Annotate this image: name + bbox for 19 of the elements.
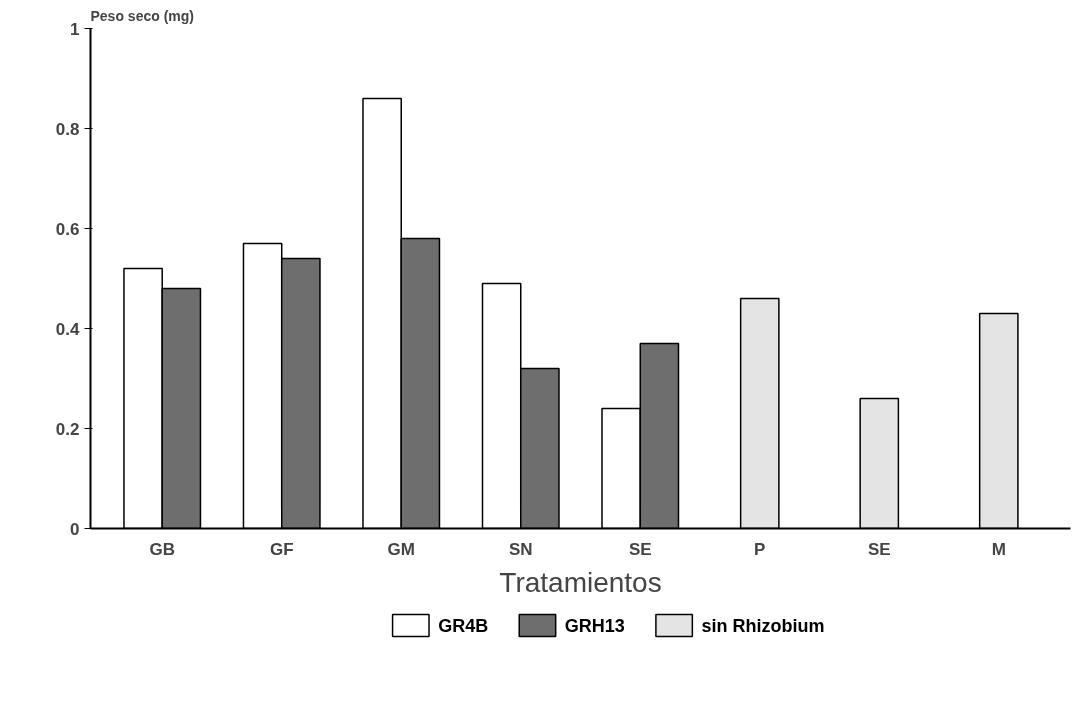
x-tick-label: GF xyxy=(269,539,294,559)
x-axis-title: Tratamientos xyxy=(499,566,662,598)
x-tick-label: GB xyxy=(149,539,175,559)
y-tick-label: 1 xyxy=(70,19,80,39)
x-tick-label: GM xyxy=(387,539,415,559)
x-tick-label: SN xyxy=(508,539,533,559)
y-tick-label: 0.6 xyxy=(55,219,80,239)
legend-label: sin Rhizobium xyxy=(701,615,825,636)
legend-label: GR4B xyxy=(438,615,489,636)
legend-label: GRH13 xyxy=(564,615,625,636)
x-tick-label: M xyxy=(991,539,1006,559)
x-tick-label: SE xyxy=(628,539,652,559)
y-tick-label: 0.2 xyxy=(55,419,80,439)
y-tick-label: 0.4 xyxy=(55,319,81,339)
x-tick-label: P xyxy=(754,539,766,559)
y-tick-label: 0 xyxy=(70,519,80,539)
y-axis-title: Peso seco (mg) xyxy=(90,7,194,24)
x-tick-label: SE xyxy=(867,539,891,559)
y-tick-label: 0.8 xyxy=(55,119,80,139)
